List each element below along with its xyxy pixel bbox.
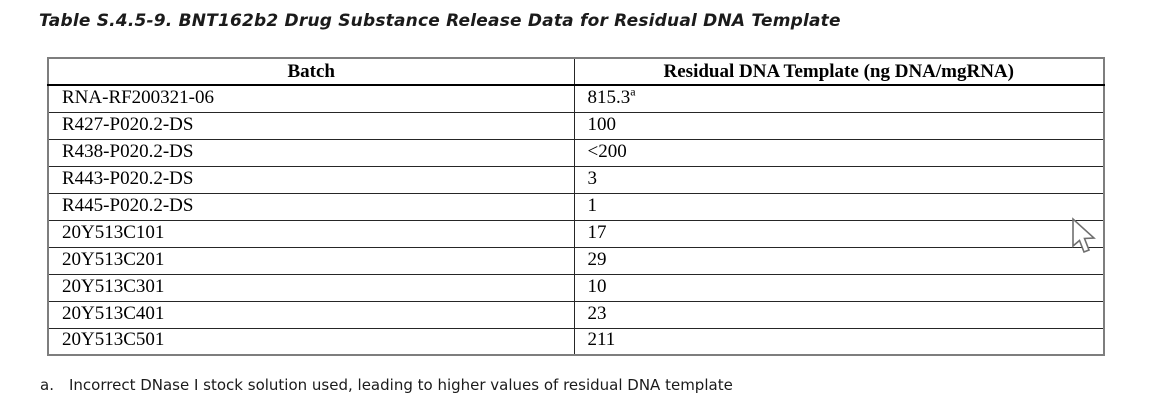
value-cell: 100	[573, 112, 1104, 140]
value-cell: <200	[573, 139, 1104, 167]
batch-cell: 20Y513C401	[48, 301, 574, 329]
value-cell: 23	[573, 301, 1104, 329]
value-cell: 17	[573, 220, 1104, 248]
value-cell: 3	[573, 166, 1104, 194]
footnote-text: Incorrect DNase I stock solution used, l…	[69, 376, 733, 394]
batch-cell: 20Y513C101	[48, 220, 574, 248]
batch-cell: R443-P020.2-DS	[48, 166, 574, 194]
batch-cell: 20Y513C201	[48, 247, 574, 275]
table-row: R438-P020.2-DS <200	[48, 139, 1104, 167]
value-cell: 211	[573, 328, 1104, 355]
table-row: 20Y513C101 17	[48, 220, 1104, 248]
batch-cell: RNA-RF200321-06	[48, 85, 574, 113]
table-row: 20Y513C301 10	[48, 274, 1104, 302]
column-header-batch: Batch	[48, 58, 574, 86]
batch-cell: 20Y513C501	[62, 329, 165, 351]
batch-cell: R445-P020.2-DS	[48, 193, 574, 221]
batch-cell: R438-P020.2-DS	[48, 139, 574, 167]
footnote: a. Incorrect DNase I stock solution used,…	[40, 376, 733, 394]
batch-cell: R427-P020.2-DS	[48, 112, 574, 140]
value-cell: 29	[573, 247, 1104, 275]
value-cell: 815.3a	[573, 85, 1104, 113]
table-row: R427-P020.2-DS 100	[48, 112, 1104, 140]
batch-cell: 20Y513C301	[48, 274, 574, 302]
table-body: RNA-RF200321-06 815.3a R427-P020.2-DS 10…	[48, 85, 1104, 355]
table-row: R445-P020.2-DS 1	[48, 193, 1104, 221]
release-data-table: Batch Residual DNA Template (ng DNA/mgRN…	[47, 57, 1105, 356]
footnote-marker: a.	[40, 376, 54, 394]
table-row: 20Y513C201 29	[48, 247, 1104, 275]
table-row: RNA-RF200321-06 815.3a	[48, 85, 1104, 113]
value-cell: 10	[573, 274, 1104, 302]
table-row: 20Y513C401 23	[48, 301, 1104, 329]
value-cell: 1	[573, 193, 1104, 221]
header-row: Batch Residual DNA Template (ng DNA/mgRN…	[48, 58, 1104, 86]
table-title: Table S.4.5-9. BNT162b2 Drug Substance R…	[39, 11, 841, 31]
table-row: 20Y513C501 211	[48, 328, 1104, 355]
column-header-residual-dna: Residual DNA Template (ng DNA/mgRNA)	[573, 58, 1104, 86]
table-row: R443-P020.2-DS 3	[48, 166, 1104, 194]
